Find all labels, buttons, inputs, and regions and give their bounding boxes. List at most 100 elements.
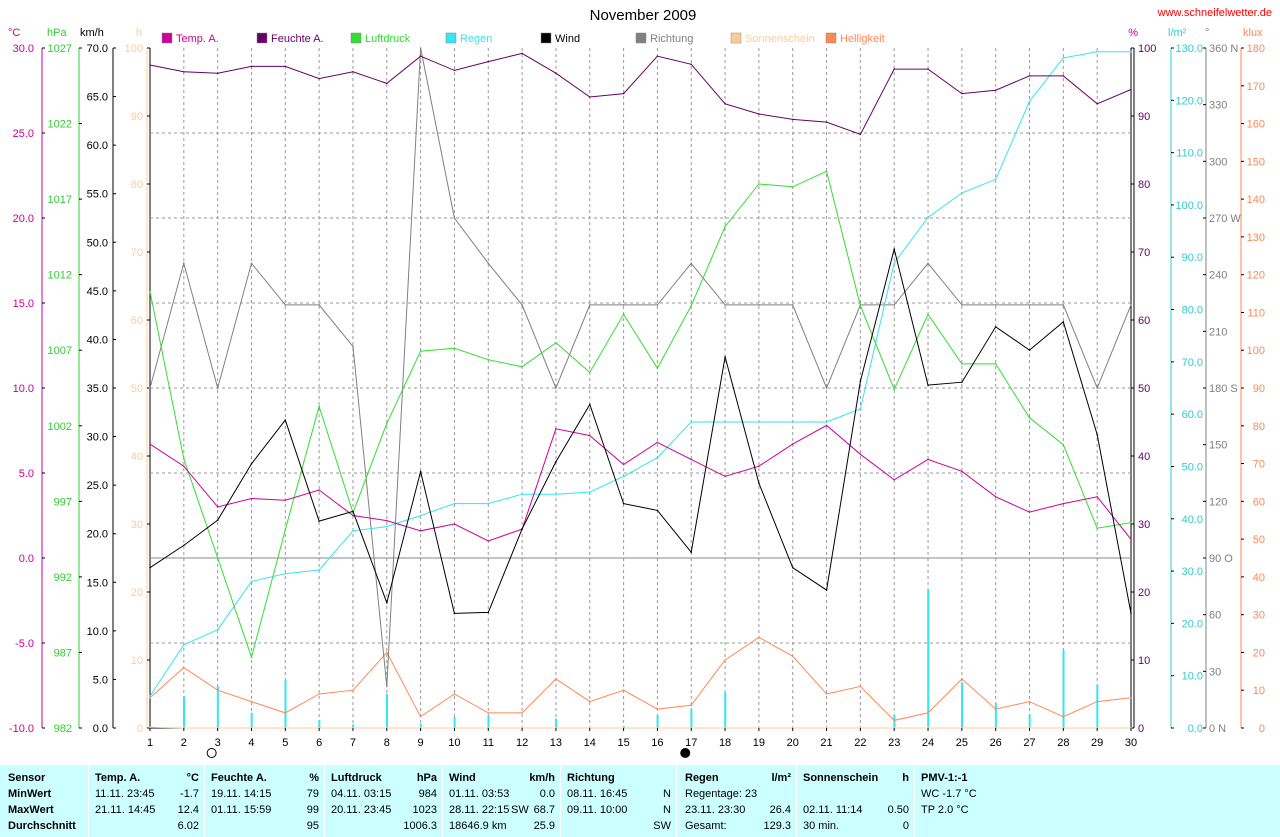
stats-temp-avg: 6.02 [177,820,199,832]
y-tick-label-temp: 15.0 [13,298,34,310]
stats-humidity-avg: 95 [306,820,319,832]
stats-temp-max-val: 12.4 [177,804,199,816]
rain-bar [352,724,355,728]
data-point-regen [588,491,591,493]
data-point-temp-a [758,465,760,468]
rain-bar [216,686,219,728]
y-tick-label-humidity: 20 [1138,587,1150,599]
x-tick-label: 26 [990,737,1002,749]
y-axis-unit-wind: km/h [80,27,104,39]
data-point-regen [149,695,151,697]
data-point-regen [961,192,963,194]
data-point-helligkeit [521,712,523,714]
y-axis-unit-brightness: klux [1243,27,1263,39]
data-point-temp-a [893,479,896,481]
data-point-temp-a [825,424,828,427]
y-tick-label-wind: 0.0 [93,723,108,735]
y-tick-label-brightness: 100 [1247,345,1265,357]
series-lines [149,47,1132,729]
data-point-wind [825,589,828,591]
y-tick-label-direction: 120 [1209,496,1227,508]
data-point-regen [724,421,726,423]
data-point-feuchte-a [318,77,320,80]
y-tick-label-rain: 130.0 [1175,43,1203,55]
data-point-helligkeit [791,655,794,658]
stats-direction-min-time: 08.11. 16:45 [567,788,628,800]
rain-bar [183,696,185,728]
y-tick-label-rain: 100.0 [1175,200,1203,212]
data-point-feuchte-a [385,82,388,85]
data-point-helligkeit [555,678,557,680]
data-point-feuchte-a [994,89,997,91]
data-point-luftdruck [791,186,794,188]
data-point-temp-a [216,506,219,508]
data-point-richtung [893,304,896,306]
data-point-temp-a [1096,496,1098,498]
data-point-helligkeit [825,693,828,695]
data-point-regen [791,421,794,423]
data-point-feuchte-a [622,92,625,95]
data-point-feuchte-a [284,65,287,68]
x-tick-label: 7 [350,737,356,749]
y-tick-label-brightness: 0 [1259,723,1265,735]
data-point-temp-a [927,458,929,461]
x-tick-label: 15 [617,737,629,749]
y-tick-label-pressure: 987 [54,647,72,659]
y-tick-label-wind: 30.0 [87,432,108,444]
y-tick-label-rain: 40.0 [1182,514,1203,526]
data-point-richtung [622,304,625,306]
data-point-richtung [724,304,726,306]
data-point-helligkeit [385,651,388,654]
data-point-richtung [250,262,253,265]
data-point-feuchte-a [250,65,253,68]
data-point-luftdruck [521,365,523,368]
y-tick-label-pressure: 992 [54,572,72,584]
daily-rain-bars [183,589,1099,728]
data-point-regen [521,493,523,495]
data-point-helligkeit [216,689,219,692]
y-tick-label-wind: 55.0 [87,189,108,201]
data-point-luftdruck [656,367,659,369]
y-tick-label-direction: 360 N [1209,43,1238,55]
data-point-luftdruck [216,557,219,559]
data-point-regen [690,421,693,423]
stats-temp-unit: °C [186,772,199,784]
data-point-luftdruck [555,341,557,344]
data-point-temp-a [453,523,456,525]
rain-bar [250,712,253,728]
data-point-helligkeit [724,659,726,661]
data-point-luftdruck [1096,527,1098,530]
data-point-wind [352,510,354,513]
legend-swatch [825,32,837,44]
data-point-richtung [352,345,354,348]
data-point-richtung [555,387,557,389]
data-point-regen [352,530,354,532]
y-tick-label-temp: 30.0 [13,43,34,55]
stats-direction-min-val: N [663,788,671,800]
y-tick-label-direction: 210 [1209,326,1227,338]
data-point-luftdruck [284,528,287,531]
stats-rain-total-label: Gesamt: [685,820,727,832]
data-point-regen [385,525,388,528]
data-point-wind [284,419,287,421]
y-tick-label-rain: 110.0 [1176,148,1203,160]
series-line-wind [149,248,1132,614]
y-tick-label-brightness: 110 [1247,307,1265,319]
y-tick-label-direction: 300 [1209,156,1227,168]
data-point-luftdruck [588,371,591,374]
legend-swatch [161,32,173,44]
data-point-wind [927,384,929,386]
x-tick-label: 11 [483,737,494,749]
data-point-regen [927,216,929,219]
stats-rain-col: Regen l/m² Regentage: 23 23.11. 23:30 26… [676,765,797,837]
stats-sun-max-time: 02.11. 11:14 [803,804,863,816]
y-tick-label-humidity: 10 [1138,655,1150,667]
data-point-luftdruck [961,363,963,365]
legend-label: Feuchte A. [271,33,324,45]
data-point-richtung [487,262,490,265]
stats-pmv-tp: TP 2.0 °C [921,804,969,816]
legend-swatch [730,32,742,44]
data-point-richtung [521,304,523,306]
stats-row-avg: Durchschnitt [8,820,76,832]
series-line-luftdruck [149,170,1132,659]
